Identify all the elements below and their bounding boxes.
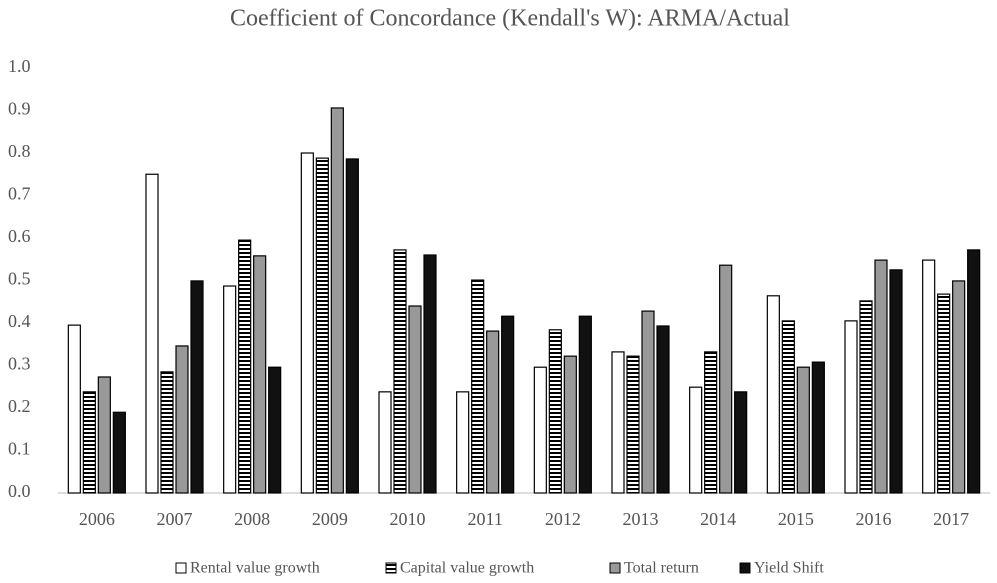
x-tick-label: 2016	[856, 509, 892, 529]
bar	[641, 310, 655, 494]
bar	[719, 264, 733, 494]
y-tick-label: 0.4	[8, 311, 31, 331]
bar	[145, 173, 159, 494]
bar	[611, 351, 625, 494]
legend-swatch	[739, 562, 751, 574]
bar	[859, 300, 873, 494]
bar	[378, 391, 392, 494]
bar	[175, 345, 189, 494]
bar	[501, 315, 515, 494]
bar	[533, 366, 547, 494]
bar	[922, 259, 936, 494]
bar	[766, 295, 780, 494]
legend-label: Rental value growth	[190, 560, 320, 577]
x-tick-label: 2007	[157, 509, 193, 529]
bar	[423, 254, 437, 494]
x-tick-label: 2008	[234, 509, 270, 529]
bar	[223, 285, 237, 494]
bar	[796, 366, 810, 494]
bar	[238, 239, 252, 494]
bar	[704, 351, 718, 494]
bar	[811, 361, 825, 494]
x-tick-label: 2012	[545, 509, 581, 529]
bar	[874, 259, 888, 494]
y-tick-label: 0.9	[8, 99, 31, 119]
bar	[315, 157, 329, 494]
bar	[889, 269, 903, 494]
legend-swatch	[385, 562, 397, 574]
bar	[844, 320, 858, 494]
bar	[268, 366, 282, 494]
bar	[82, 391, 96, 494]
bar	[952, 280, 966, 494]
y-tick-label: 0.3	[8, 354, 31, 374]
x-tick-label: 2006	[79, 509, 115, 529]
bar	[456, 391, 470, 494]
x-tick-label: 2010	[390, 509, 426, 529]
bar	[689, 386, 703, 494]
x-tick-label: 2014	[700, 509, 736, 529]
bar	[160, 371, 174, 494]
bar	[190, 280, 204, 494]
x-tick-label: 2015	[778, 509, 814, 529]
bar	[330, 107, 344, 494]
legend-swatch	[609, 562, 621, 574]
bar	[781, 320, 795, 494]
bar	[734, 391, 748, 494]
bar	[67, 324, 81, 494]
y-tick-label: 1.0	[8, 56, 31, 76]
bar	[253, 255, 267, 494]
x-tick-label: 2017	[933, 509, 969, 529]
bar	[967, 249, 981, 494]
bar	[300, 152, 314, 494]
bar	[393, 249, 407, 494]
bar	[471, 279, 485, 494]
bar	[656, 325, 670, 494]
bar	[548, 329, 562, 494]
y-tick-label: 0.6	[8, 226, 31, 246]
chart-title: Coefficient of Concordance (Kendall's W)…	[230, 6, 790, 32]
x-tick-label: 2011	[467, 509, 502, 529]
y-tick-label: 0.1	[8, 439, 31, 459]
bar	[486, 330, 500, 494]
y-tick-label: 0.0	[8, 481, 31, 501]
bar	[345, 158, 359, 494]
bar	[626, 355, 640, 494]
y-tick-label: 0.2	[8, 396, 31, 416]
y-tick-label: 0.5	[8, 269, 31, 289]
bar	[408, 305, 422, 494]
legend-label: Capital value growth	[400, 560, 534, 577]
legend-swatch	[175, 562, 187, 574]
bar	[937, 293, 951, 494]
y-tick-label: 0.7	[8, 184, 31, 204]
bar	[578, 315, 592, 494]
bar	[112, 411, 126, 494]
bar	[97, 376, 111, 494]
x-tick-label: 2013	[623, 509, 659, 529]
legend-label: Yield Shift	[754, 560, 824, 577]
bar	[563, 355, 577, 494]
y-tick-label: 0.8	[8, 141, 31, 161]
legend-label: Total return	[624, 560, 699, 577]
x-tick-label: 2009	[312, 509, 348, 529]
